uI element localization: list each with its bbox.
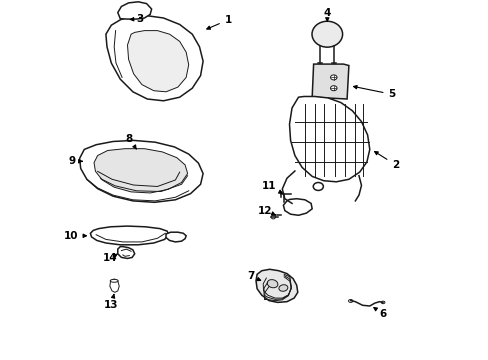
Polygon shape <box>94 149 187 193</box>
Ellipse shape <box>278 285 287 291</box>
Text: 7: 7 <box>247 271 260 282</box>
Text: 6: 6 <box>373 307 386 319</box>
Ellipse shape <box>270 215 275 219</box>
Ellipse shape <box>330 86 336 91</box>
Text: 8: 8 <box>125 134 136 149</box>
Text: 13: 13 <box>104 294 118 310</box>
Polygon shape <box>106 15 203 101</box>
Ellipse shape <box>330 75 336 80</box>
Text: 12: 12 <box>258 206 275 216</box>
Polygon shape <box>166 232 186 242</box>
Polygon shape <box>80 140 203 202</box>
Text: 14: 14 <box>103 253 118 264</box>
Polygon shape <box>118 2 151 19</box>
Ellipse shape <box>267 280 277 288</box>
Polygon shape <box>127 31 188 92</box>
Polygon shape <box>289 96 369 182</box>
Ellipse shape <box>313 183 323 190</box>
Ellipse shape <box>110 279 118 282</box>
Text: 9: 9 <box>69 156 82 166</box>
Ellipse shape <box>381 301 384 303</box>
Ellipse shape <box>311 21 342 47</box>
Polygon shape <box>90 226 168 245</box>
Polygon shape <box>256 269 297 302</box>
Text: 4: 4 <box>323 8 330 21</box>
Text: 3: 3 <box>130 14 143 24</box>
Text: 11: 11 <box>261 181 282 193</box>
Polygon shape <box>311 64 348 99</box>
Polygon shape <box>110 279 119 292</box>
Text: 10: 10 <box>63 231 86 241</box>
Polygon shape <box>283 199 311 215</box>
Polygon shape <box>118 247 134 258</box>
Text: 2: 2 <box>374 152 399 170</box>
Text: 1: 1 <box>206 15 231 29</box>
Ellipse shape <box>348 300 352 302</box>
Text: 5: 5 <box>353 86 395 99</box>
